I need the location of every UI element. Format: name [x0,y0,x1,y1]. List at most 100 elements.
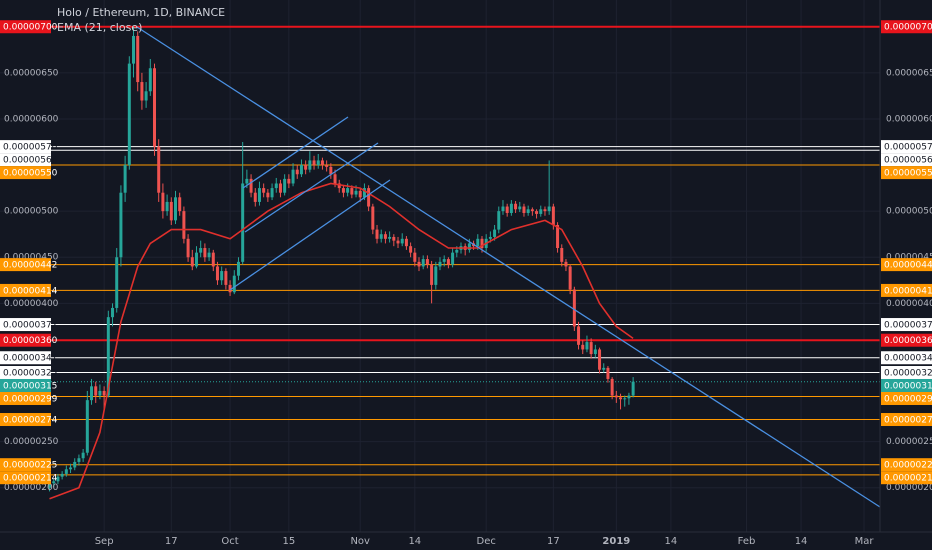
candle-body [199,248,203,253]
candle-body [312,160,316,166]
candle-body [270,188,274,198]
candle-body [514,203,518,210]
candle-body [48,483,52,488]
candle-body [228,284,232,293]
level-label: 0.00000360 [884,336,932,346]
y-tick-label: 0.00000200 [886,483,932,493]
candle-body [371,206,375,230]
candle-body [123,165,127,193]
candle-body [446,259,450,265]
y-tick-label: 0.00000200 [4,483,59,493]
level-label-box [0,153,51,167]
candle-body [530,209,534,212]
level-label-box [0,391,51,405]
candle-body [425,259,429,265]
level-label-box [881,283,932,297]
x-tick-label: Mar [855,536,875,547]
candle-body [526,209,530,213]
level-label: 0.00000442 [884,261,932,271]
level-label-box [881,258,932,272]
candle-body [505,206,509,213]
candle-body [98,390,102,396]
candle-body [551,206,555,225]
level-label: 0.00000325 [3,368,57,378]
channel-line [242,116,349,189]
x-tick-label: 17 [165,536,178,547]
level-label-box [0,140,51,154]
candle-body [434,266,438,285]
candle-body [417,261,421,267]
candle-body [564,261,568,267]
y-tick-label: 0.00000650 [886,68,932,78]
y-tick-label: 0.00000600 [886,114,932,124]
candle-body [354,190,358,195]
level-label-box [0,20,51,34]
candle-body [186,238,190,258]
candle-body [539,209,543,214]
candle-body [77,458,81,462]
candle-body [257,188,261,202]
level-label-box [881,351,932,365]
candle-body [602,367,606,370]
candle-body [224,271,228,285]
level-label-box [881,153,932,167]
x-tick-label: Oct [221,536,238,547]
candle-body [119,192,123,258]
candle-body [73,461,77,468]
level-label: 0.00000414 [3,286,58,296]
level-label-box [881,458,932,472]
candle-body [614,395,618,398]
candle-body [262,188,266,193]
level-label-box [881,391,932,405]
candle-body [593,349,597,355]
candle-body [85,400,89,453]
chart-title: Holo / Ethereum, 1D, BINANCE [57,6,225,19]
ema-line [49,182,634,500]
level-label: 0.00000377 [884,321,932,331]
y-tick-label: 0.00000400 [4,299,59,309]
level-label: 0.00000700 [3,23,58,33]
candle-body [64,469,68,474]
candle-body [438,261,442,267]
level-label: 0.00000360 [3,336,58,346]
candle-body [144,91,148,101]
candle-body [232,275,236,293]
candle-body [480,238,484,249]
candle-body [623,398,627,400]
candle-body [333,174,337,184]
candle-body [69,467,73,470]
candle-body [140,82,144,101]
candle-body [308,160,312,170]
x-tick-label: Nov [350,536,370,547]
candle-body [236,261,240,276]
level-label: 0.00000570 [3,143,58,153]
level-label: 0.00000700 [884,23,932,33]
candle-body [106,317,110,396]
candle-body [547,206,551,212]
channel-line [244,142,379,233]
candle-body [266,192,270,198]
candle-body [367,188,371,207]
candle-body [153,68,157,147]
x-tick-label: 14 [795,536,808,547]
candle-body [111,307,115,318]
candle-body [572,289,576,327]
candle-body [501,206,505,212]
candle-body [610,378,614,396]
candle-body [518,206,522,210]
level-label-box [0,365,51,379]
candle-body [173,197,177,221]
candle-body [241,183,245,262]
axis-labels: Sep 17 Oct 15 Nov 14 Dec 17 2019 14 Feb 14 Mar 0.0000… [0,20,932,547]
candle-body [329,166,333,175]
level-label-box [0,458,51,472]
candle-body [94,386,98,396]
candle-body [161,192,165,212]
level-label: 0.00000299 [884,394,932,404]
candle-body [157,146,161,193]
level-label: 0.00000442 [3,261,57,271]
candle-body [589,342,593,355]
candle-body [249,178,253,193]
